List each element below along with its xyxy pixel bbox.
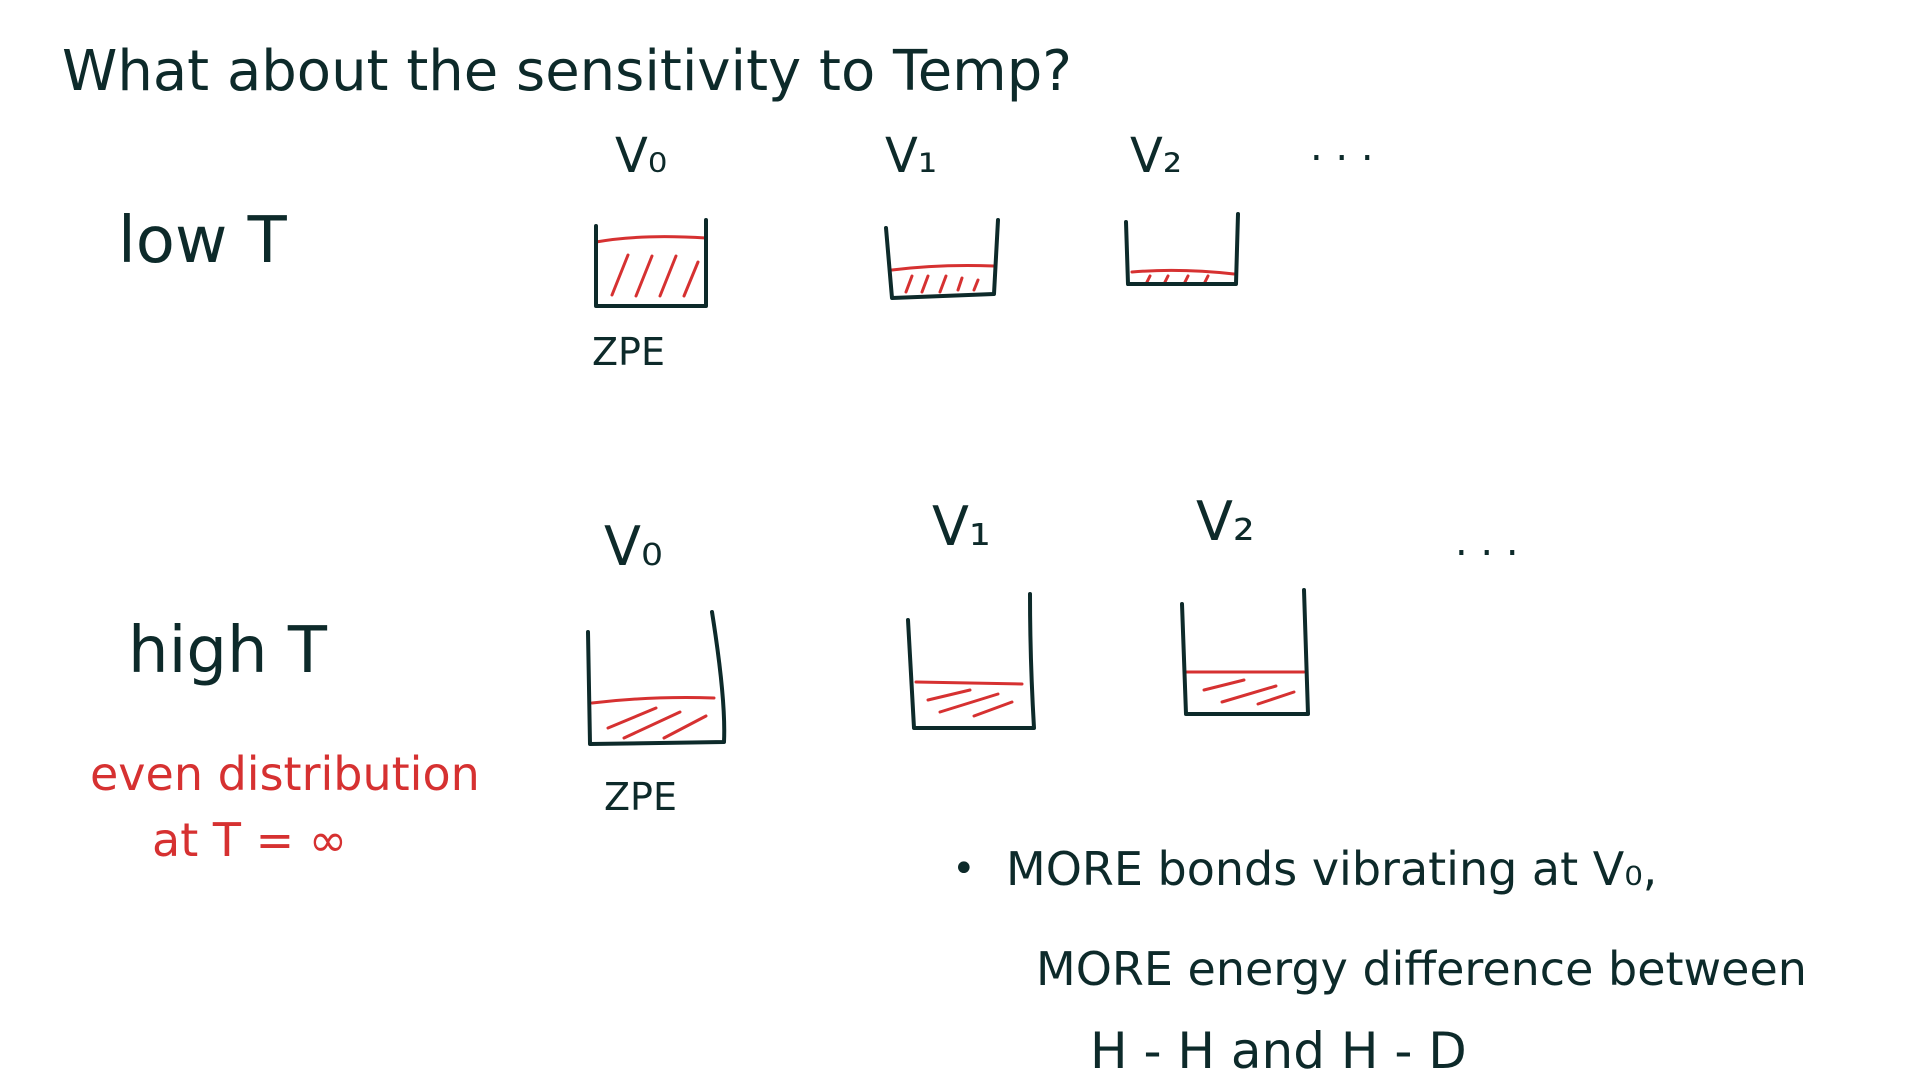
high-level-v0-label: V₀ bbox=[604, 515, 663, 578]
high-v1-population-level bbox=[914, 680, 1024, 686]
conclusion-line-2: MORE energy difference between bbox=[1036, 942, 1807, 996]
high-v2-bucket bbox=[1180, 588, 1310, 716]
high-temperature-label: high T bbox=[128, 614, 328, 688]
low-level-v0-label: V₀ bbox=[615, 128, 667, 184]
conclusion-line-3: H - H and H - D bbox=[1090, 1022, 1467, 1080]
low-v2-bucket bbox=[1124, 212, 1240, 286]
low-level-v1-label: V₁ bbox=[885, 128, 937, 184]
low-v1-bucket bbox=[884, 218, 1000, 300]
conclusion-line-1: MORE bonds vibrating at V₀, bbox=[1006, 842, 1657, 896]
infinite-temperature-note: at T = ∞ bbox=[152, 813, 347, 867]
high-v0-population-level bbox=[590, 696, 716, 705]
even-distribution-note: even distribution bbox=[90, 747, 480, 801]
high-ellipsis: . . . bbox=[1455, 519, 1519, 565]
high-level-v1-label: V₁ bbox=[932, 495, 991, 558]
low-v0-bucket bbox=[594, 218, 708, 308]
low-zpe-label: ZPE bbox=[592, 330, 665, 374]
high-zpe-label: ZPE bbox=[604, 775, 677, 819]
low-v0-population-level bbox=[594, 235, 708, 244]
low-temperature-label: low T bbox=[118, 204, 288, 278]
conclusion-bullet: • bbox=[952, 846, 976, 892]
high-v0-bucket bbox=[586, 610, 727, 746]
page-title: What about the sensitivity to Temp? bbox=[62, 39, 1072, 104]
low-level-v2-label: V₂ bbox=[1130, 128, 1182, 184]
high-level-v2-label: V₂ bbox=[1196, 490, 1255, 553]
high-v1-bucket bbox=[906, 592, 1036, 730]
low-v1-population-level bbox=[890, 264, 996, 272]
low-v2-population-level bbox=[1130, 268, 1236, 276]
low-ellipsis: . . . bbox=[1310, 124, 1374, 170]
low-v0-population-fill bbox=[596, 240, 706, 306]
